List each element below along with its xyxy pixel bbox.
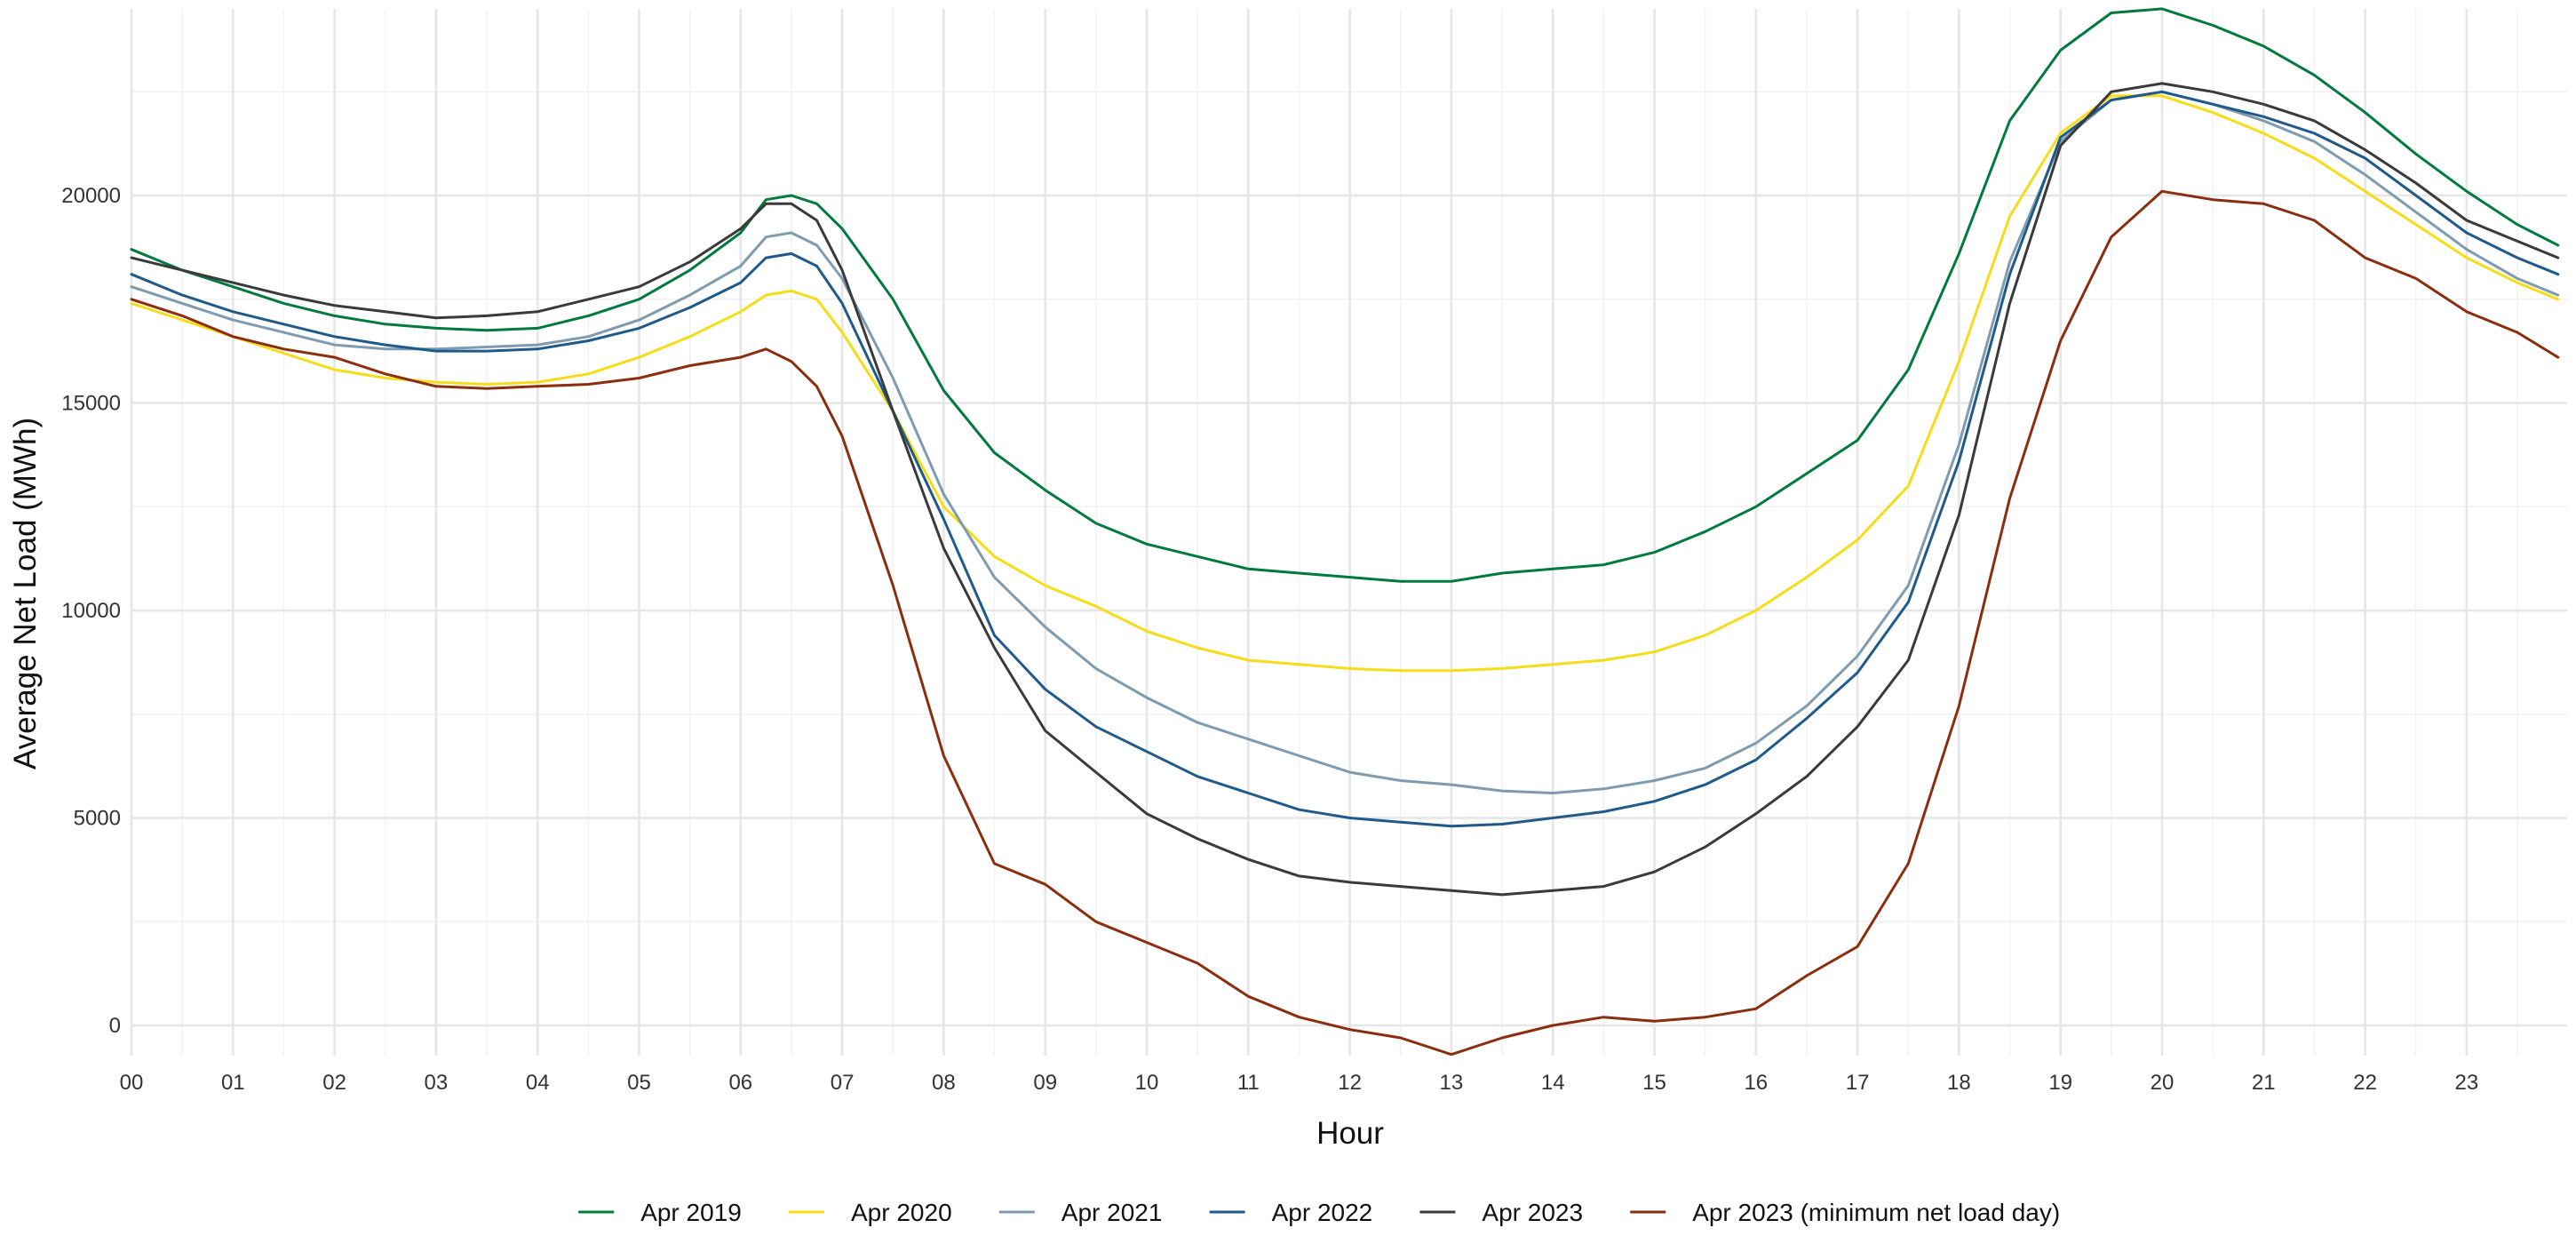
legend-item: Apr 2021 (998, 1199, 1163, 1226)
legend-item: Apr 2019 (578, 1199, 742, 1226)
legend-label: Apr 2022 (1272, 1199, 1373, 1226)
x-tick-label: 22 (2353, 1071, 2377, 1095)
x-tick-label: 20 (2151, 1071, 2174, 1095)
y-tick-label: 10000 (61, 599, 121, 623)
y-tick-label: 15000 (61, 392, 121, 416)
x-tick-label: 14 (1541, 1071, 1565, 1095)
legend: Apr 2019 Apr 2020 Apr 2021 Apr 2022 Apr 2023… (578, 1199, 2060, 1226)
legend-label: Apr 2023 (1482, 1199, 1583, 1226)
series-line-1 (130, 7, 2560, 583)
legend-label: Apr 2019 (640, 1199, 742, 1226)
major-gridlines (130, 9, 2567, 1056)
x-tick-label: 08 (932, 1071, 956, 1095)
y-tick-label: 5000 (74, 807, 121, 831)
series-line-4 (130, 90, 2560, 828)
x-tick-label: 02 (322, 1071, 346, 1095)
x-tick-label: 16 (1744, 1071, 1768, 1095)
series-line-5 (130, 82, 2560, 897)
x-tick-label: 10 (1135, 1071, 1159, 1095)
y-axis-tick-labels: 0 5000 10000 15000 20000 (61, 184, 121, 1038)
x-tick-label: 07 (831, 1071, 855, 1095)
y-axis-title: Average Net Load (MWh) (8, 418, 43, 770)
x-tick-label: 17 (1846, 1071, 1870, 1095)
y-tick-label: 0 (109, 1014, 121, 1038)
legend-item: Apr 2023 (1419, 1199, 1583, 1226)
x-tick-label: 18 (1947, 1071, 1971, 1095)
x-tick-label: 23 (2455, 1071, 2479, 1095)
legend-item: Apr 2023 (minimum net load day) (1630, 1199, 2060, 1226)
x-tick-label: 01 (221, 1071, 245, 1095)
x-tick-label: 03 (425, 1071, 449, 1095)
x-tick-label: 13 (1440, 1071, 1464, 1095)
legend-item: Apr 2020 (789, 1199, 952, 1226)
x-tick-label: 15 (1642, 1071, 1666, 1095)
x-tick-label: 19 (2048, 1071, 2072, 1095)
x-tick-label: 00 (120, 1071, 144, 1095)
legend-item: Apr 2022 (1209, 1199, 1373, 1226)
legend-label: Apr 2020 (851, 1199, 952, 1226)
series-line-6 (130, 189, 2560, 1057)
y-tick-label: 20000 (61, 184, 121, 208)
x-tick-label: 12 (1338, 1071, 1362, 1095)
x-tick-label: 06 (728, 1071, 752, 1095)
x-tick-label: 04 (526, 1071, 550, 1095)
x-tick-label: 21 (2252, 1071, 2276, 1095)
series-lines (130, 7, 2560, 1057)
legend-label: Apr 2023 (minimum net load day) (1692, 1199, 2060, 1226)
legend-label: Apr 2021 (1061, 1199, 1163, 1226)
x-axis-title: Hour (1316, 1116, 1384, 1151)
x-tick-label: 09 (1033, 1071, 1057, 1095)
x-axis-tick-labels: 00 01 02 03 04 05 06 07 08 09 10 11 12 13 14 15 16 17 18 19… (120, 1071, 2479, 1095)
x-tick-label: 05 (627, 1071, 651, 1095)
x-tick-label: 11 (1237, 1071, 1260, 1095)
